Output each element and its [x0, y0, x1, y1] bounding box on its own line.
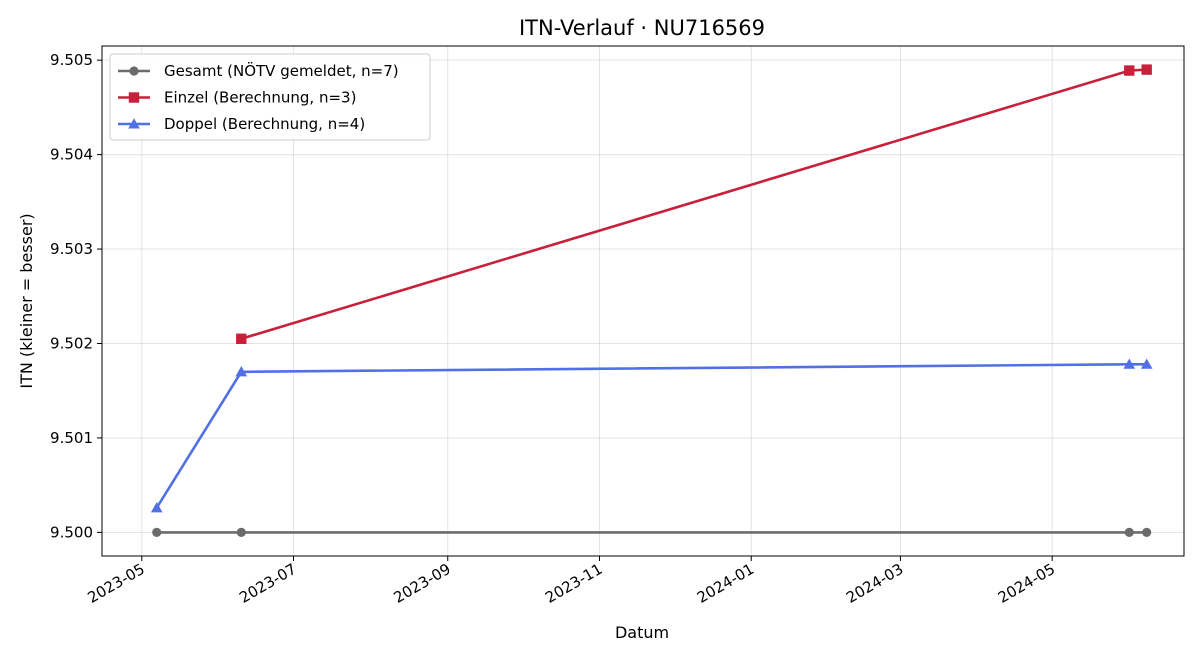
- legend-label: Gesamt (NÖTV gemeldet, n=7): [164, 61, 399, 80]
- data-point: [1142, 527, 1152, 537]
- legend: Gesamt (NÖTV gemeldet, n=7) Einzel (Berec…: [109, 53, 431, 141]
- y-tick-label: 9.500: [50, 523, 93, 541]
- legend-marker: [129, 66, 139, 76]
- y-tick-label: 9.502: [50, 335, 93, 353]
- y-tick-label: 9.505: [50, 51, 93, 69]
- series-square: [236, 64, 1152, 344]
- legend-box: [109, 53, 431, 141]
- plot-frame: [101, 45, 1185, 557]
- series-layer: [150, 64, 1153, 537]
- data-point: [236, 527, 246, 537]
- data-point: [150, 502, 163, 513]
- series-line: [155, 362, 1147, 509]
- y-tick-label: 9.503: [50, 240, 93, 258]
- chart-title: ITN-Verlauf · NU716569: [519, 16, 765, 40]
- y-tick-label: 9.504: [50, 146, 93, 164]
- data-point: [1140, 358, 1153, 369]
- data-point: [1141, 64, 1152, 75]
- data-point: [235, 366, 248, 377]
- legend-label: Doppel (Berechnung, n=4): [164, 115, 365, 133]
- data-point: [1123, 358, 1136, 369]
- data-point: [1124, 527, 1134, 537]
- series-circle: [152, 527, 1152, 537]
- y-axis-label: ITN (kleiner = besser): [17, 213, 36, 388]
- x-axis-label: Datum: [615, 623, 669, 642]
- y-tick-label: 9.501: [50, 429, 93, 447]
- legend-marker: [128, 118, 140, 129]
- data-point: [236, 333, 247, 344]
- data-point: [152, 527, 162, 537]
- data-point: [1124, 65, 1135, 76]
- series-triangle: [150, 358, 1153, 513]
- legend-label: Einzel (Berechnung, n=3): [164, 89, 356, 107]
- legend-marker: [128, 92, 140, 103]
